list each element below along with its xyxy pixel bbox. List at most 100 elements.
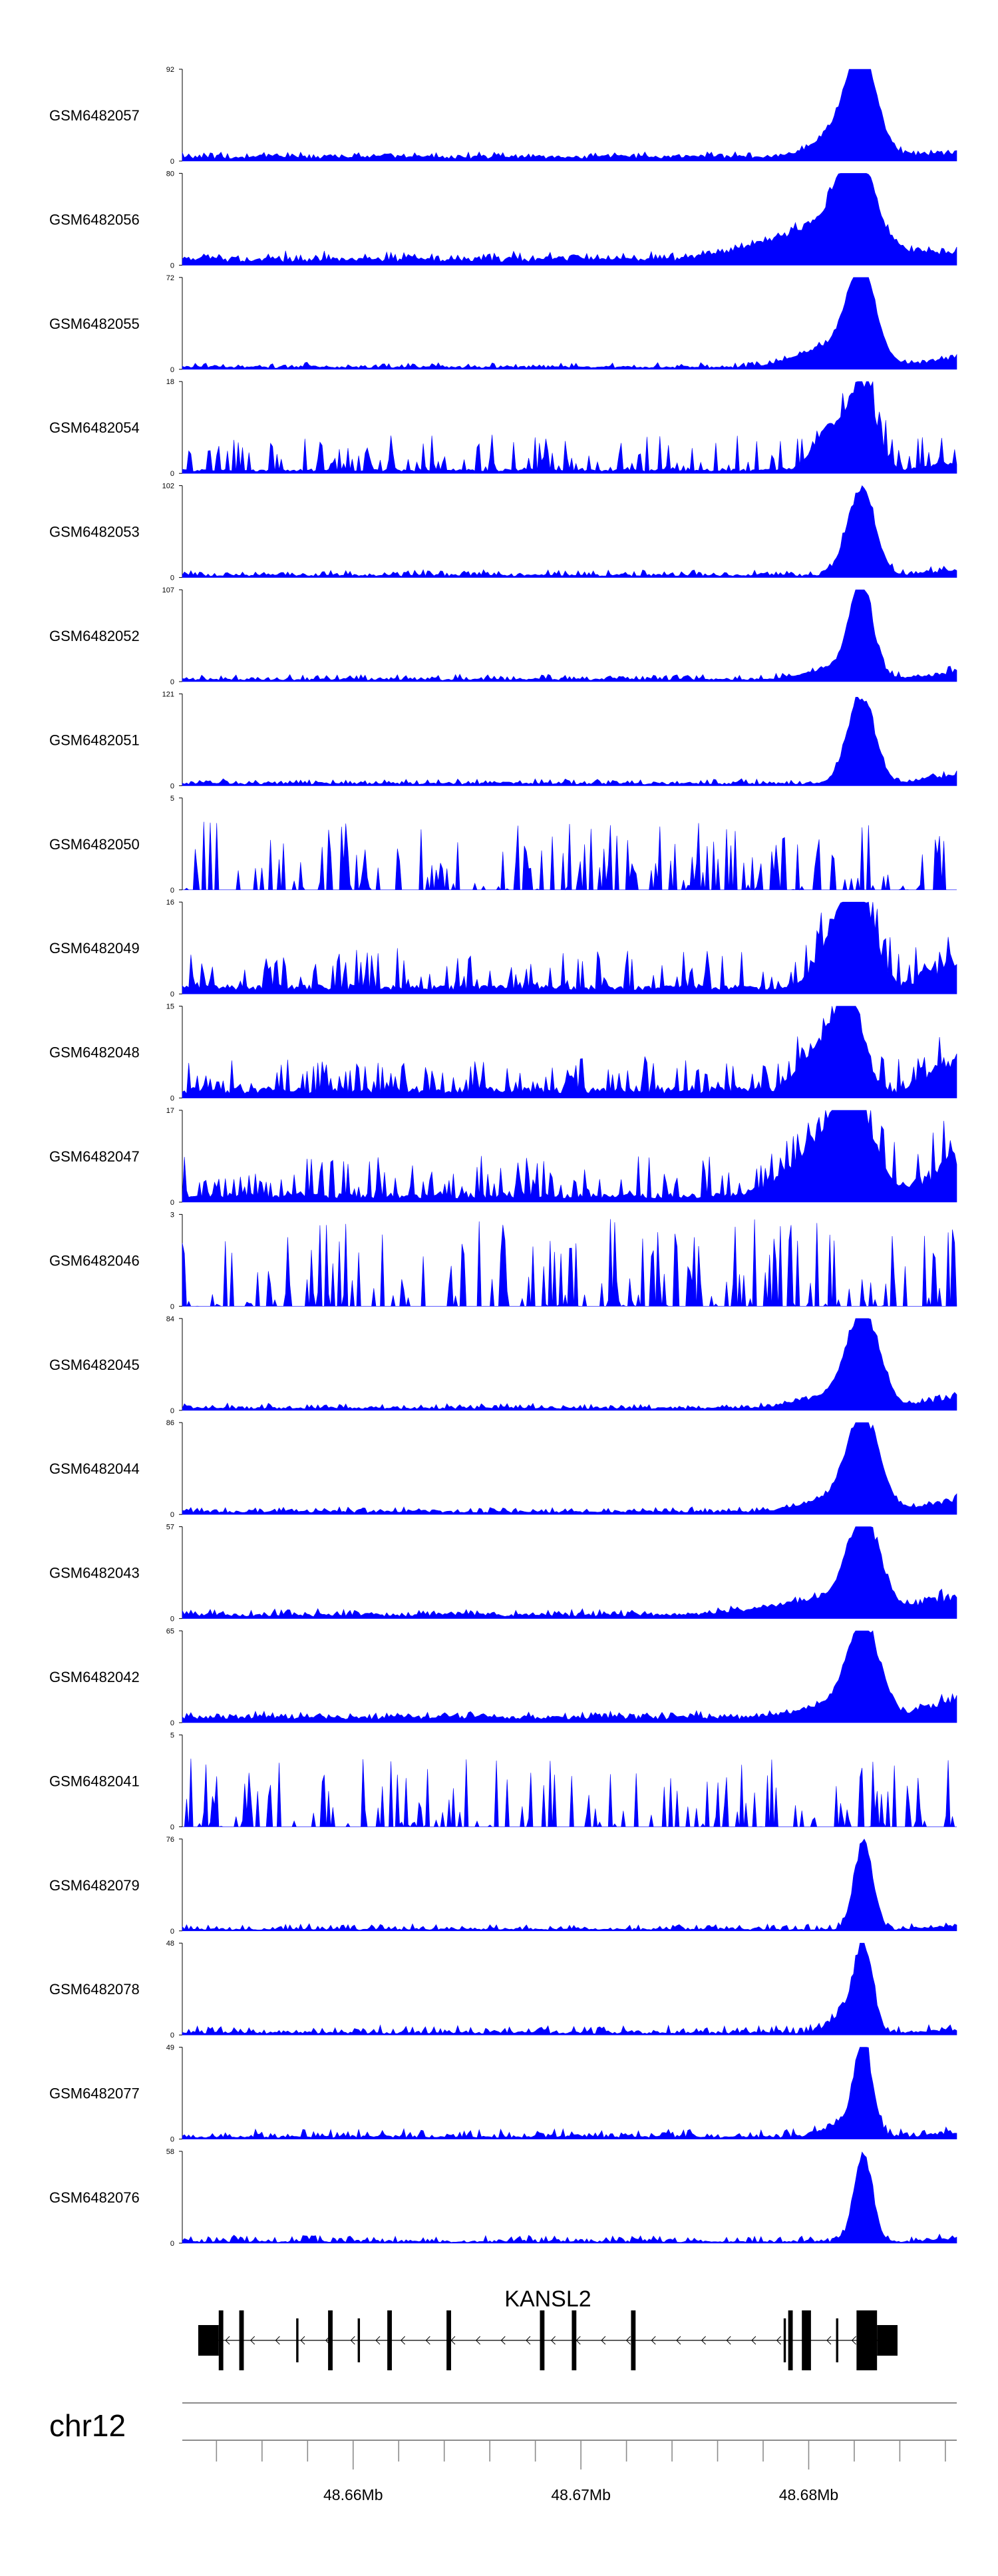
gene-exon xyxy=(788,2310,793,2370)
y-min-label: 0 xyxy=(170,990,174,998)
y-max-label: 5 xyxy=(170,1731,174,1739)
strand-arrow xyxy=(751,2336,756,2345)
coverage-area xyxy=(182,2047,957,2139)
gene-exon xyxy=(783,2318,786,2362)
strand-arrow xyxy=(601,2336,606,2345)
strand-arrow xyxy=(826,2336,832,2345)
strand-arrow xyxy=(475,2336,480,2345)
track-label: GSM6482079 xyxy=(49,1877,140,1894)
coverage-area xyxy=(182,821,957,891)
gene-exon xyxy=(631,2310,636,2370)
strand-arrow xyxy=(350,2336,355,2345)
genome-axis: 48.66Mb 48.67Mb 48.68Mb xyxy=(182,2440,957,2503)
gene-exon xyxy=(328,2310,333,2370)
strand-arrow xyxy=(225,2336,230,2345)
track-label: GSM6482050 xyxy=(49,836,140,853)
coverage-area xyxy=(182,1318,957,1411)
coverage-area xyxy=(182,1838,957,1932)
track-GSM6482051: GSM6482051 121 0 xyxy=(49,690,957,790)
gene-exon xyxy=(802,2310,811,2370)
track-GSM6482054: GSM6482054 18 0 xyxy=(49,378,957,478)
strand-arrow xyxy=(776,2336,781,2345)
strand-arrow xyxy=(676,2336,681,2345)
track-label: GSM6482051 xyxy=(49,732,140,748)
major-tick-label: 48.68Mb xyxy=(779,2486,839,2503)
strand-arrow xyxy=(651,2336,656,2345)
track-GSM6482052: GSM6482052 107 0 xyxy=(49,586,957,686)
track-label: GSM6482076 xyxy=(49,2189,140,2206)
track-label: GSM6482046 xyxy=(49,1252,140,1269)
track-GSM6482056: GSM6482056 80 0 xyxy=(49,170,957,270)
gene-exon xyxy=(572,2310,577,2370)
coverage-area xyxy=(182,1630,957,1723)
coverage-area xyxy=(182,696,957,786)
track-GSM6482055: GSM6482055 72 0 xyxy=(49,274,957,374)
strand-arrow xyxy=(400,2336,406,2345)
track-GSM6482057: GSM6482057 92 0 xyxy=(49,66,957,166)
y-max-label: 76 xyxy=(166,1836,174,1844)
y-min-label: 0 xyxy=(170,158,174,166)
coverage-area xyxy=(182,589,957,682)
track-label: GSM6482042 xyxy=(49,1669,140,1685)
y-min-label: 0 xyxy=(170,1615,174,1623)
gene-exon xyxy=(446,2310,451,2370)
track-GSM6482077: GSM6482077 49 0 xyxy=(49,2044,957,2144)
y-max-label: 86 xyxy=(166,1419,174,1427)
track-label: GSM6482053 xyxy=(49,524,140,540)
gene-exon xyxy=(239,2310,244,2370)
y-max-label: 102 xyxy=(162,483,174,491)
coverage-area xyxy=(182,1526,957,1619)
track-GSM6482041: GSM6482041 5 0 xyxy=(49,1731,957,1831)
y-max-label: 80 xyxy=(166,170,174,178)
y-max-label: 48 xyxy=(166,1940,174,1948)
coverage-area xyxy=(182,1942,957,2036)
y-min-label: 0 xyxy=(170,1928,174,1936)
coverage-area xyxy=(182,1422,957,1515)
y-min-label: 0 xyxy=(170,2032,174,2039)
y-max-label: 72 xyxy=(166,274,174,282)
major-tick-label: 48.66Mb xyxy=(323,2486,383,2503)
track-label: GSM6482048 xyxy=(49,1044,140,1061)
coverage-area xyxy=(182,69,957,162)
track-GSM6482076: GSM6482076 58 0 xyxy=(49,2148,957,2248)
track-GSM6482044: GSM6482044 86 0 xyxy=(49,1419,957,1519)
y-min-label: 0 xyxy=(170,887,174,895)
track-GSM6482078: GSM6482078 48 0 xyxy=(49,1940,957,2039)
track-label: GSM6482057 xyxy=(49,107,140,124)
track-GSM6482050: GSM6482050 5 0 xyxy=(49,795,957,895)
y-max-label: 17 xyxy=(166,1107,174,1115)
y-min-label: 0 xyxy=(170,782,174,790)
y-max-label: 3 xyxy=(170,1211,174,1219)
coverage-area xyxy=(182,901,957,994)
strand-arrow xyxy=(851,2336,856,2345)
track-label: GSM6482044 xyxy=(49,1460,140,1477)
track-label: GSM6482077 xyxy=(49,2085,140,2102)
strand-arrow xyxy=(726,2336,731,2345)
y-max-label: 16 xyxy=(166,899,174,907)
strand-arrow xyxy=(425,2336,430,2345)
y-min-label: 0 xyxy=(170,678,174,686)
coverage-area xyxy=(182,173,957,266)
track-label: GSM6482054 xyxy=(49,419,140,436)
coverage-area xyxy=(182,1110,957,1203)
y-max-label: 65 xyxy=(166,1627,174,1635)
y-max-label: 84 xyxy=(166,1315,174,1323)
track-GSM6482079: GSM6482079 76 0 xyxy=(49,1836,957,1936)
gene-exon xyxy=(387,2310,392,2370)
track-label: GSM6482049 xyxy=(49,940,140,957)
y-min-label: 0 xyxy=(170,1095,174,1103)
y-max-label: 15 xyxy=(166,1003,174,1011)
strand-arrow xyxy=(526,2336,531,2345)
y-min-label: 0 xyxy=(170,470,174,478)
gene-name-label: KANSL2 xyxy=(504,2286,591,2312)
coverage-area xyxy=(182,485,957,578)
y-min-label: 0 xyxy=(170,2136,174,2144)
strand-arrow xyxy=(550,2336,556,2345)
chromosome-label: chr12 xyxy=(49,2408,126,2443)
coverage-area xyxy=(182,1006,957,1098)
y-min-label: 0 xyxy=(170,366,174,374)
y-min-label: 0 xyxy=(170,1199,174,1207)
gene-exon xyxy=(296,2318,299,2362)
y-max-label: 92 xyxy=(166,66,174,74)
